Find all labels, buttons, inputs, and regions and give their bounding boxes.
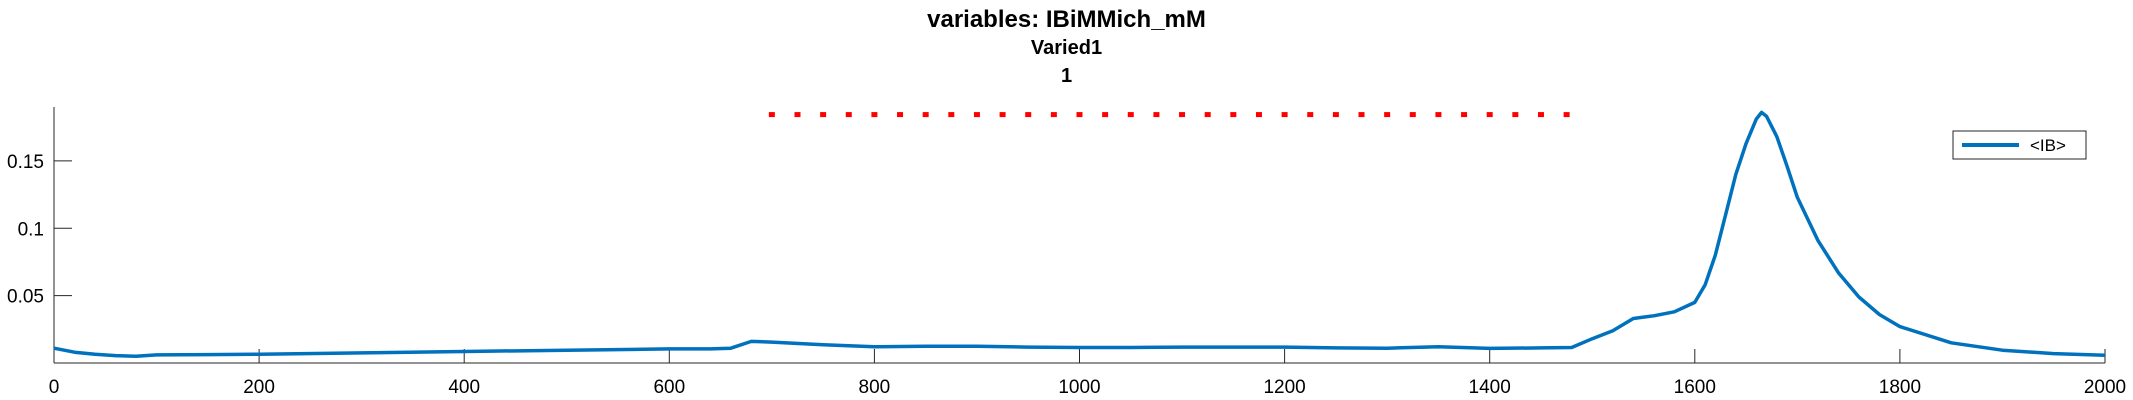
- marker-dot: [1537, 112, 1544, 118]
- axes: 0 200 400 600 800 1000 1200 1400 1600 1800 2000 0.0…: [7, 107, 2126, 398]
- legend: <IB>: [1952, 130, 2087, 160]
- marker-dot: [922, 112, 929, 118]
- chart-titles: variables: IBiMMich_mM Varied1 1: [0, 6, 2133, 90]
- y-tick-label: 0.15: [7, 152, 44, 173]
- x-tick-label: 1000: [1058, 377, 1100, 398]
- chart-subtitle-2: 1: [1060, 65, 1073, 87]
- marker-dot: [1025, 112, 1032, 118]
- marker-dot: [1102, 112, 1109, 118]
- marker-dot: [1204, 112, 1211, 118]
- marker-dot: [1384, 112, 1391, 118]
- marker-dot: [1461, 112, 1468, 118]
- marker-dot: [768, 112, 775, 118]
- x-tick-label: 800: [859, 377, 891, 398]
- marker-dot: [897, 112, 904, 118]
- marker-dot: [999, 112, 1006, 118]
- marker-dot: [1050, 112, 1057, 118]
- x-tick-label: 1600: [1674, 377, 1716, 398]
- marker-dot: [1563, 112, 1570, 118]
- marker-dot: [1307, 112, 1314, 118]
- marker-dot: [820, 112, 827, 118]
- marker-dot: [948, 112, 955, 118]
- marker-dot: [1332, 112, 1339, 118]
- x-tick-label: 600: [653, 377, 685, 398]
- marker-dot: [1409, 112, 1416, 118]
- x-tick-label: 200: [243, 377, 275, 398]
- series-lines: [53, 110, 2106, 359]
- marker-dot: [1153, 112, 1160, 118]
- marker-dot: [1358, 112, 1365, 118]
- chart-title: variables: IBiMMich_mM: [927, 6, 1206, 33]
- marker-dot: [1255, 112, 1262, 118]
- marker-dot: [1179, 112, 1186, 118]
- x-tick-label: 2000: [2084, 377, 2126, 398]
- x-tick-label: 1800: [1879, 377, 1921, 398]
- marker-dot: [1435, 112, 1442, 118]
- x-tick-label: 1400: [1469, 377, 1511, 398]
- y-tick-label: 0.1: [18, 219, 44, 240]
- marker-dot: [1127, 112, 1134, 118]
- marker-dots: [768, 112, 1570, 118]
- y-tick-label: 0.05: [7, 287, 44, 308]
- marker-dot: [1076, 112, 1083, 118]
- series-line: [53, 110, 2106, 359]
- marker-dot: [1230, 112, 1237, 118]
- x-tick-label: 0: [49, 377, 60, 398]
- marker-dot: [973, 112, 980, 118]
- x-tick-label: 400: [448, 377, 480, 398]
- marker-dot: [845, 112, 852, 118]
- marker-dot: [1486, 112, 1493, 118]
- chart-subtitle: Varied1: [1030, 37, 1103, 59]
- marker-dot: [794, 112, 801, 118]
- marker-dot: [1281, 112, 1288, 118]
- legend-label: <IB>: [2030, 136, 2066, 155]
- x-tick-label: 1200: [1263, 377, 1305, 398]
- marker-dot: [871, 112, 878, 118]
- marker-dot: [1512, 112, 1519, 118]
